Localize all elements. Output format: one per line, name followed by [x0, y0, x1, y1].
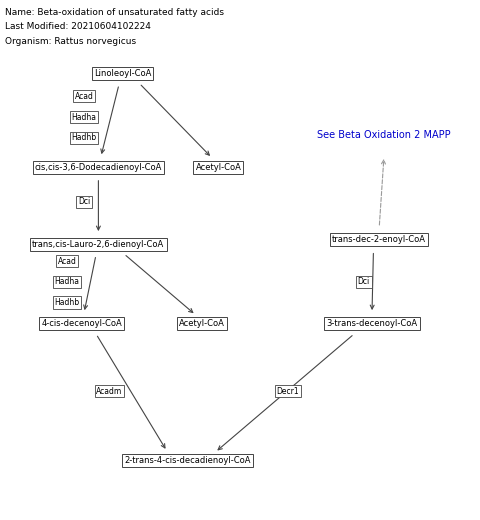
Text: Organism: Rattus norvegicus: Organism: Rattus norvegicus	[5, 37, 136, 46]
Text: trans-dec-2-enoyl-CoA: trans-dec-2-enoyl-CoA	[332, 235, 426, 244]
Text: 2-trans-4-cis-decadienoyl-CoA: 2-trans-4-cis-decadienoyl-CoA	[124, 456, 251, 465]
Text: trans,cis-Lauro-2,6-dienoyl-CoA: trans,cis-Lauro-2,6-dienoyl-CoA	[32, 240, 165, 249]
Text: Linoleoyl-CoA: Linoleoyl-CoA	[94, 69, 151, 79]
Text: cis,cis-3,6-Dodecadienoyl-CoA: cis,cis-3,6-Dodecadienoyl-CoA	[35, 163, 162, 172]
Text: See Beta Oxidation 2 MAPP: See Beta Oxidation 2 MAPP	[317, 130, 451, 140]
Text: Hadha: Hadha	[72, 112, 96, 122]
Text: Acetyl-CoA: Acetyl-CoA	[179, 319, 225, 328]
Text: Hadha: Hadha	[55, 277, 80, 287]
Text: Last Modified: 20210604102224: Last Modified: 20210604102224	[5, 22, 151, 31]
Text: Dci: Dci	[78, 197, 90, 206]
Text: Acad: Acad	[74, 92, 94, 101]
Text: Name: Beta-oxidation of unsaturated fatty acids: Name: Beta-oxidation of unsaturated fatt…	[5, 8, 224, 17]
Text: Acadm: Acadm	[96, 386, 122, 396]
Text: Dci: Dci	[358, 277, 370, 287]
Text: 3-trans-decenoyl-CoA: 3-trans-decenoyl-CoA	[326, 319, 418, 328]
Text: Decr1: Decr1	[276, 386, 300, 396]
Text: Acetyl-CoA: Acetyl-CoA	[195, 163, 241, 172]
Text: 4-cis-decenoyl-CoA: 4-cis-decenoyl-CoA	[41, 319, 122, 328]
Text: Hadhb: Hadhb	[55, 298, 80, 307]
Text: Acad: Acad	[58, 256, 77, 266]
Text: Hadhb: Hadhb	[72, 133, 96, 142]
